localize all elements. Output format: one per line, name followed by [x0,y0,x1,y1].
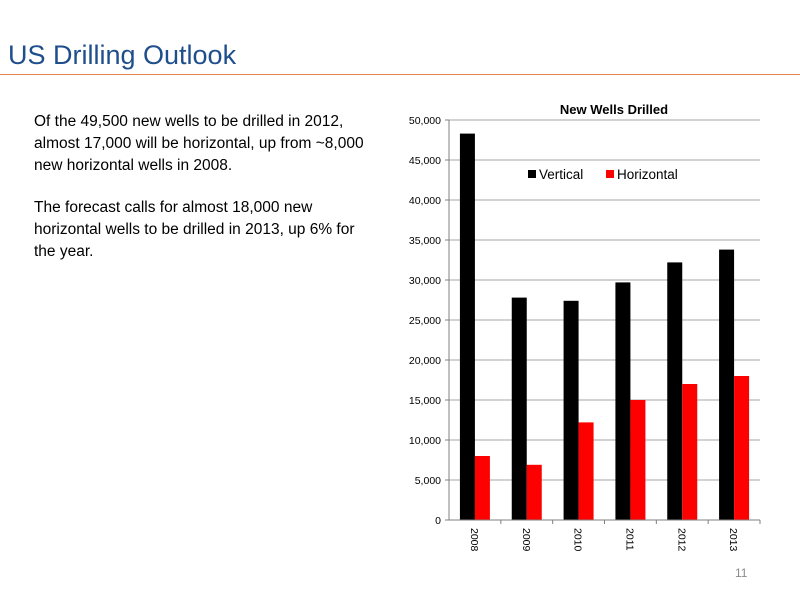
legend-swatch-vertical [528,170,536,178]
y-tick-label: 20,000 [409,355,441,367]
x-tick-labels: 2008 2009 2010 2011 2012 2013 [468,528,739,552]
body-text: Of the 49,500 new wells to be drilled in… [34,111,364,283]
y-tick-label: 5,000 [415,475,441,487]
x-tick-label: 2011 [623,528,635,551]
legend-label-vertical: Vertical [539,167,583,182]
bar-vertical-2010 [563,300,579,520]
legend: Vertical Horizontal [528,167,678,182]
y-tick-label: 25,000 [409,315,441,327]
y-tick-label: 0 [435,515,441,527]
bar-vertical-2009 [511,297,527,520]
bars [459,133,750,520]
chart-title: New Wells Drilled [560,102,668,117]
gridlines [445,119,761,524]
bar-horizontal-2009 [526,464,542,520]
bar-vertical-2008 [459,133,475,520]
x-tick-label: 2013 [727,528,739,552]
y-tick-label: 45,000 [409,155,441,167]
legend-swatch-horizontal [606,170,614,178]
title-divider [0,74,800,75]
legend-label-horizontal: Horizontal [617,167,678,182]
bar-vertical-2012 [667,262,683,520]
x-tick-label: 2012 [675,528,687,552]
y-tick-label: 10,000 [409,435,441,447]
y-tick-label: 30,000 [409,275,441,287]
bar-vertical-2011 [615,282,631,520]
y-tick-label: 40,000 [409,195,441,207]
page-number: 11 [735,566,748,580]
x-tick-label: 2010 [572,528,584,552]
slide-title: US Drilling Outlook [8,40,237,70]
bar-horizontal-2008 [474,456,490,520]
paragraph-1: Of the 49,500 new wells to be drilled in… [34,113,364,174]
bar-horizontal-2010 [578,422,594,520]
paragraph-2: The forecast calls for almost 18,000 new… [34,199,355,260]
bar-horizontal-2012 [682,384,698,520]
y-tick-label: 35,000 [409,235,441,247]
bar-horizontal-2011 [630,400,646,520]
y-tick-label: 15,000 [409,395,441,407]
bar-horizontal-2013 [734,376,750,520]
x-tick-label: 2009 [520,528,532,552]
bar-vertical-2013 [719,249,735,520]
x-tick-label: 2008 [468,528,480,552]
y-tick-label: 50,000 [409,115,441,127]
y-tick-labels: 0 5,000 10,000 15,000 20,000 25,000 30,000 35,0… [409,115,441,527]
